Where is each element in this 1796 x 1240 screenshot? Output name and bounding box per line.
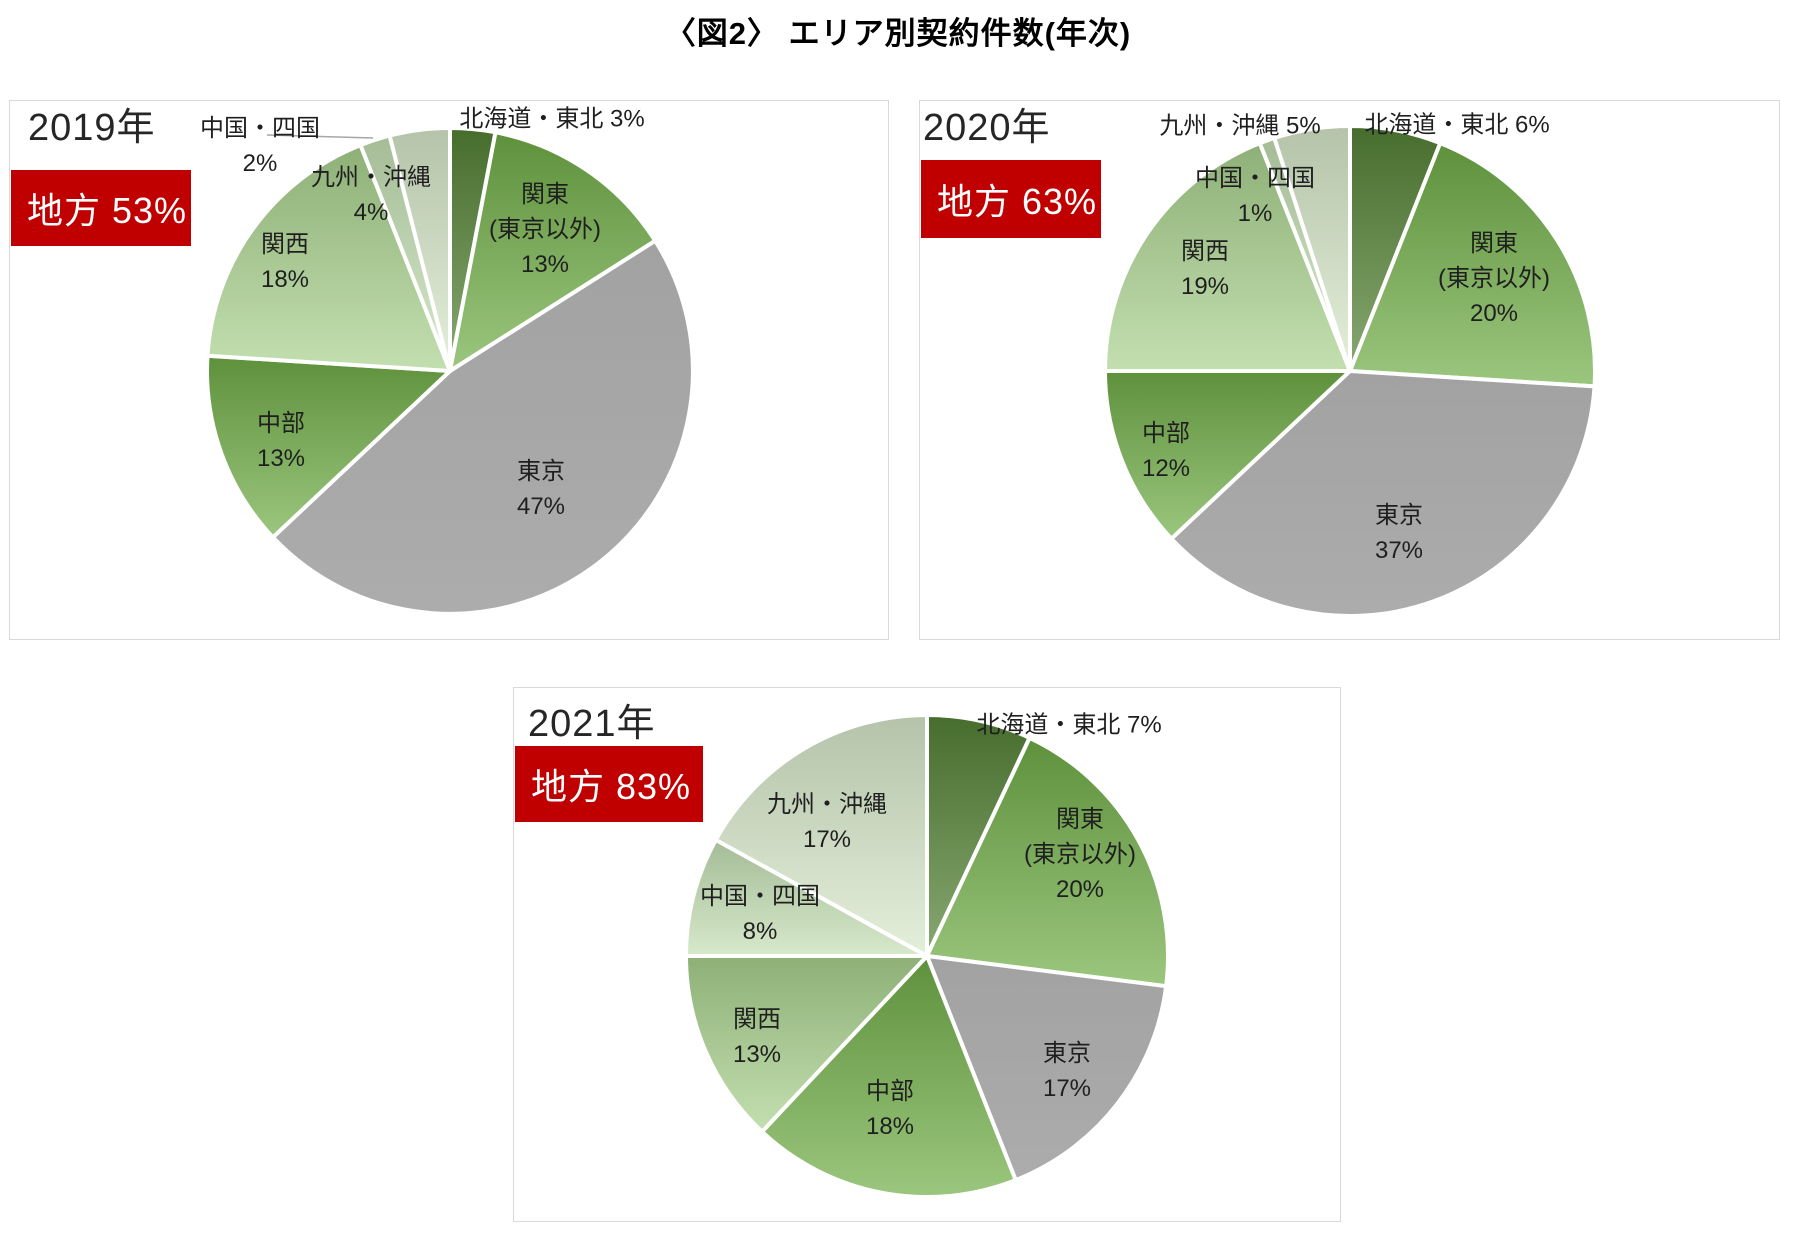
pie-slice-label-2019年-東京: 東京 47% [516,458,566,520]
region-share-badge-2020: 地方 63% [921,160,1101,238]
pie-slice-label-2020年-中国・四国: 中国・四国 1% [1195,165,1315,227]
pie-slice-label-2021年-関西: 関西 13% [732,1006,782,1068]
pie-slice-label-2021年-関東(東京以外): 関東 (東京以外) 20% [1024,805,1136,903]
pie-slice-label-2020年-関西: 関西 19% [1180,238,1230,300]
pie-slice-label-2021年-中部: 中部 18% [865,1078,915,1140]
pie-slice-label-2019年-関東(東京以外): 関東 (東京以外) 13% [489,180,601,278]
figure-title: 〈図2〉 エリア別契約件数(年次) [664,16,1132,51]
pie-slice-label-2019年-中国・四国: 中国・四国 2% [200,115,320,177]
pie-slice-label-2019年-中部: 中部 13% [256,410,306,472]
chart-year-2020: 2020年 [923,107,1051,149]
pie-slice-label-2020年-北海道・東北: 北海道・東北 6% [1364,111,1550,139]
pie-slice-label-2019年-九州・沖縄: 九州・沖縄 4% [311,164,431,226]
pie-slice-label-2021年-九州・沖縄: 九州・沖縄 17% [767,791,887,853]
pie-slice-label-2021年-北海道・東北: 北海道・東北 7% [976,711,1162,739]
chart-year-2019: 2019年 [28,107,156,149]
pie-slice-label-2021年-東京: 東京 17% [1042,1040,1092,1102]
pie-slice-label-2020年-東京: 東京 37% [1374,502,1424,564]
chart-year-2021: 2021年 [528,703,656,745]
region-share-badge-2021: 地方 83% [515,746,703,822]
pie-slice-label-2020年-九州・沖縄: 九州・沖縄 5% [1159,112,1321,140]
region-share-badge-2019: 地方 53% [11,170,191,246]
pie-slice-label-2021年-中国・四国: 中国・四国 8% [700,883,820,945]
pie-slice-label-2019年-北海道・東北: 北海道・東北 3% [459,105,645,133]
pie-slice-label-2019年-関西: 関西 18% [260,231,310,293]
pie-slice-label-2020年-関東(東京以外): 関東 (東京以外) 20% [1438,229,1550,327]
pie-slice-label-2020年-中部: 中部 12% [1141,420,1191,482]
